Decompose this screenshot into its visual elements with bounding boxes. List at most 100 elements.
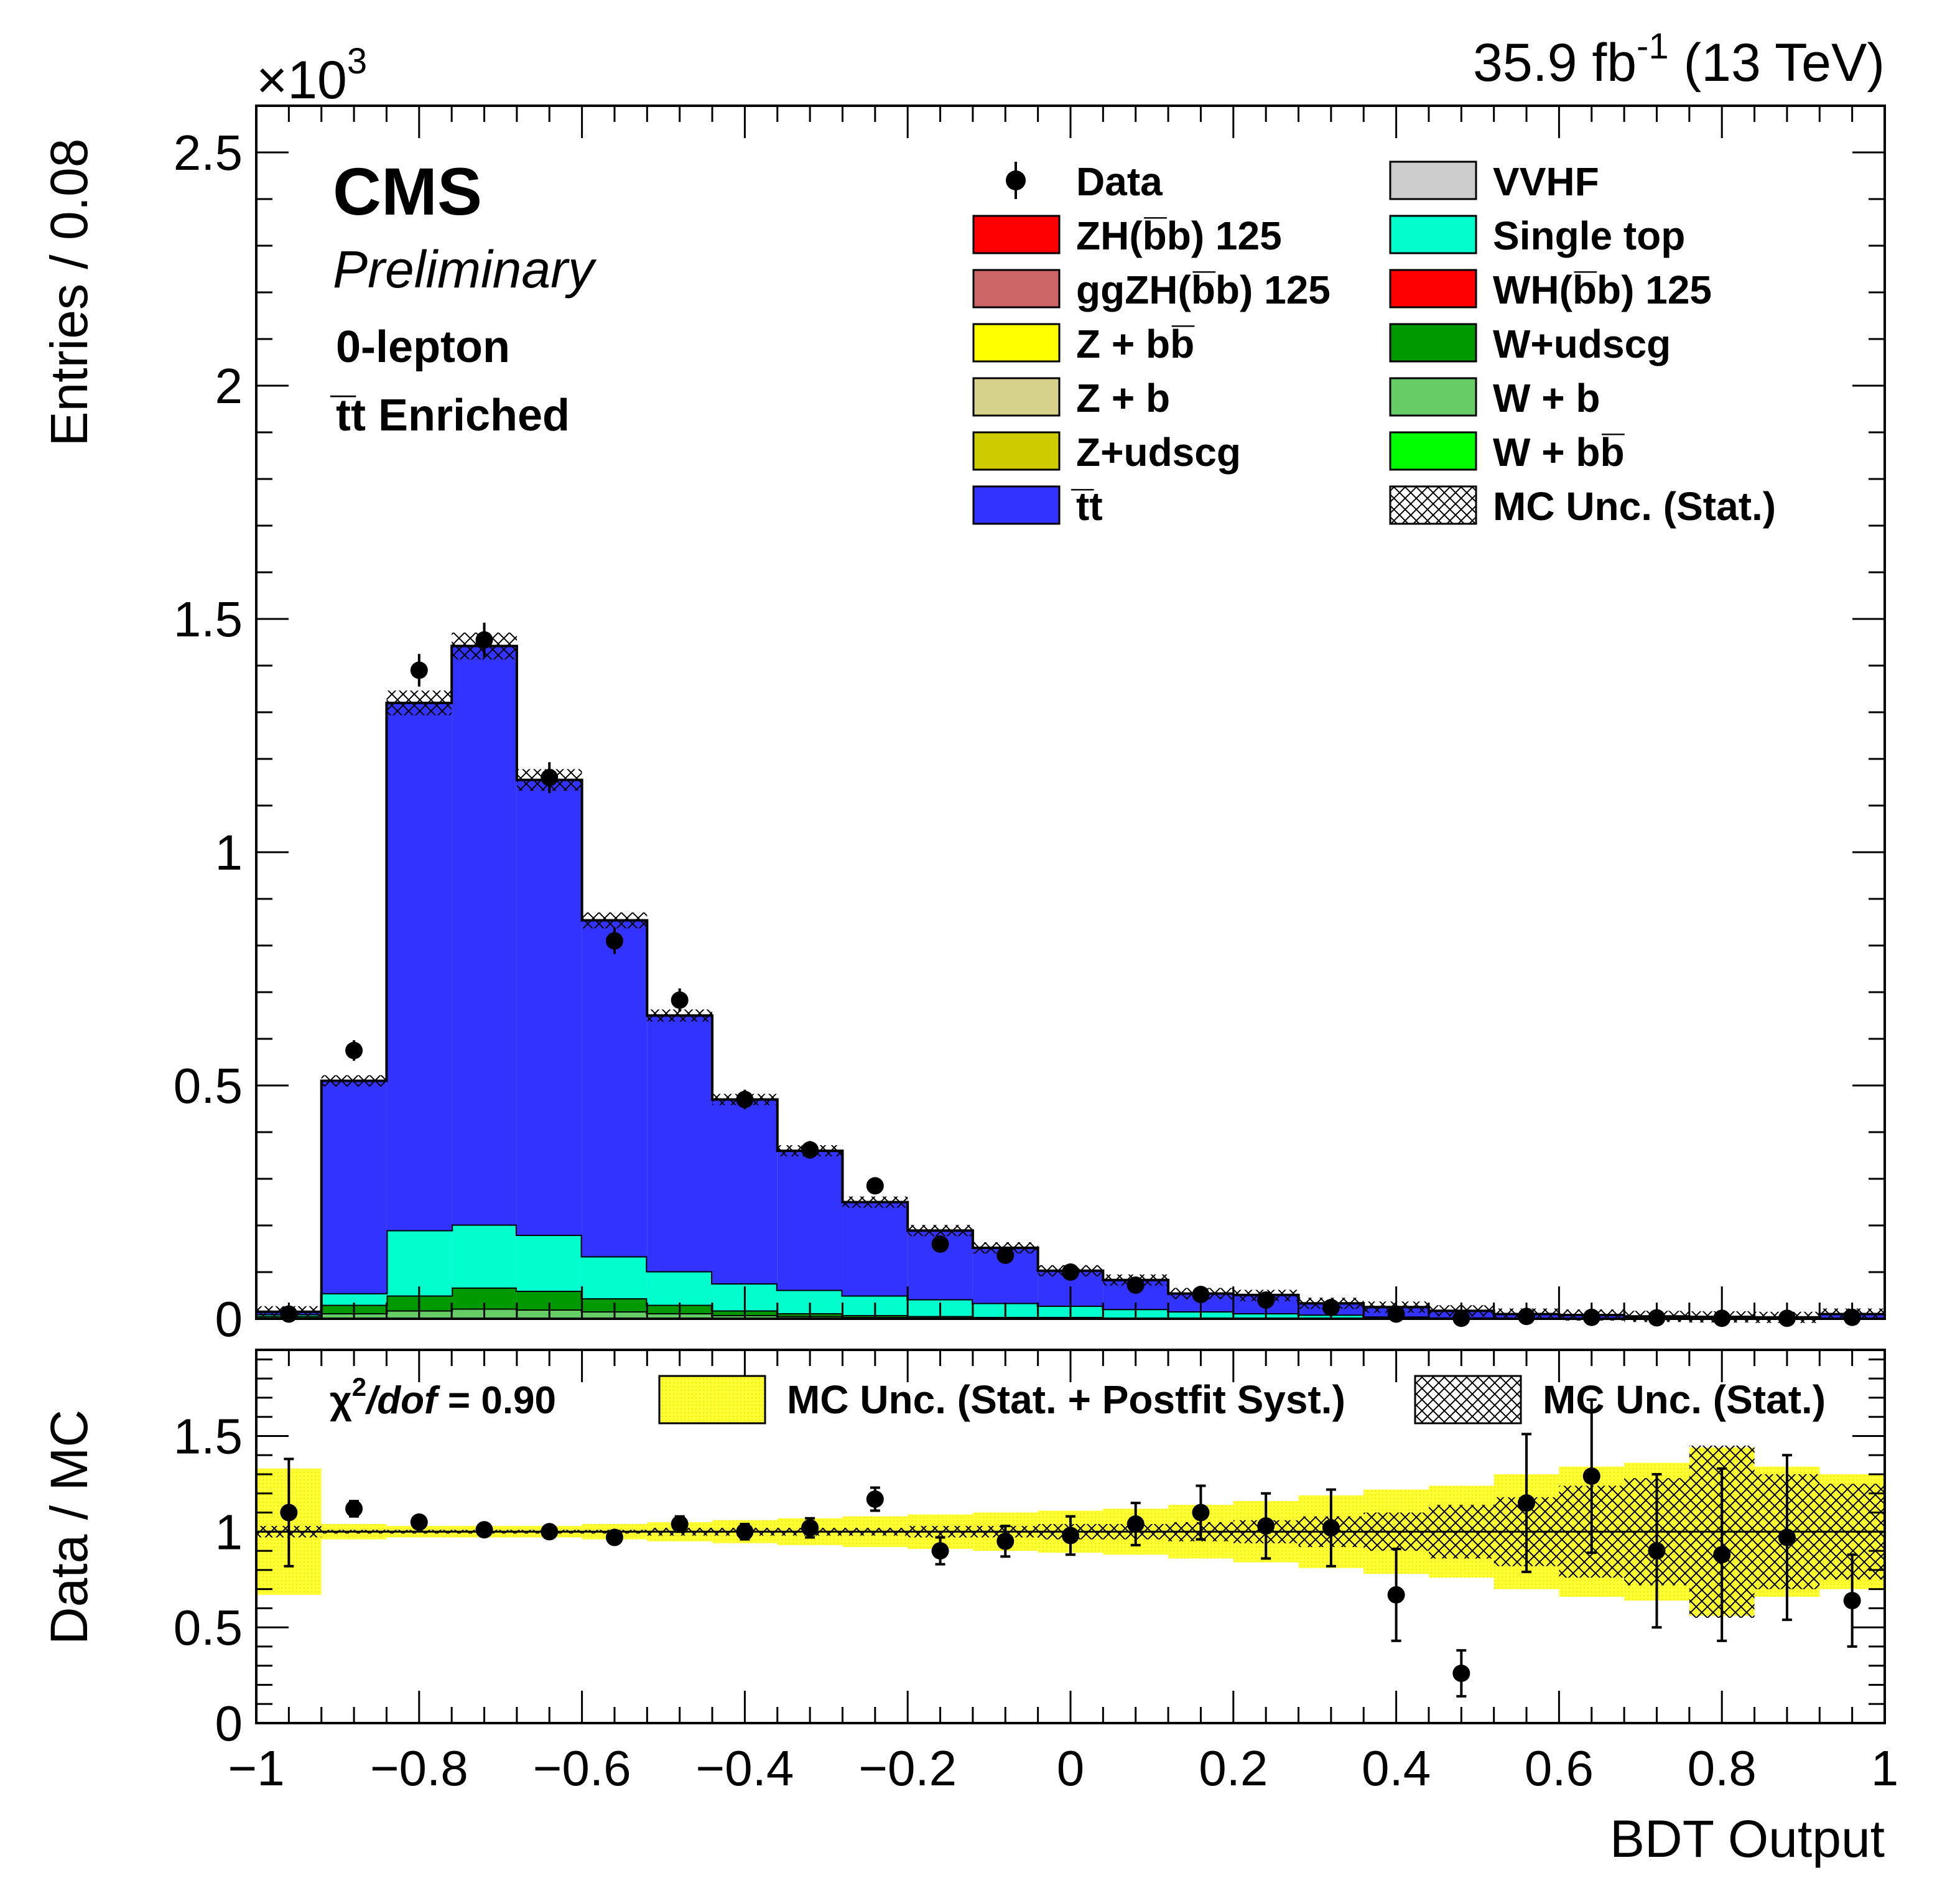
x-tick-label: −0.4 bbox=[695, 1741, 794, 1796]
legend-label: ggZH(b̅b) 125 bbox=[1076, 267, 1331, 312]
legend-label: Z + bb̅ bbox=[1076, 322, 1195, 366]
ratio-point bbox=[1582, 1467, 1600, 1485]
legend-swatch bbox=[972, 269, 1061, 309]
x-tick-label: 0.4 bbox=[1362, 1741, 1431, 1796]
y-tick-label: 2 bbox=[215, 358, 243, 414]
bar bbox=[842, 1202, 908, 1296]
x-tick-label: −0.6 bbox=[533, 1741, 631, 1796]
ratio-point bbox=[736, 1523, 754, 1541]
legend-label: MC Unc. (Stat.) bbox=[1493, 484, 1776, 529]
ratio-point bbox=[1452, 1665, 1470, 1682]
ratio-point bbox=[671, 1515, 689, 1533]
data-point bbox=[541, 769, 559, 786]
ratio-point bbox=[605, 1528, 623, 1546]
data-point bbox=[996, 1247, 1015, 1264]
legend-swatch bbox=[1389, 377, 1477, 417]
ratio-point bbox=[410, 1513, 428, 1531]
mc-stat-hatch bbox=[908, 1225, 973, 1237]
legend-label: ZH(b̅b) 125 bbox=[1076, 213, 1282, 258]
x-tick-label: 1 bbox=[1871, 1741, 1899, 1796]
legend-swatch bbox=[972, 431, 1061, 471]
bar bbox=[516, 779, 582, 1235]
ratio-point bbox=[801, 1519, 819, 1537]
x-axis-title: BDT Output bbox=[1610, 1810, 1885, 1868]
main-stacked-histogram bbox=[256, 644, 1885, 1320]
bar bbox=[647, 1015, 713, 1271]
data-point bbox=[1257, 1291, 1275, 1309]
ratio-point bbox=[1713, 1546, 1731, 1564]
data-point bbox=[736, 1090, 754, 1109]
data-point bbox=[1062, 1263, 1079, 1281]
ratio-point bbox=[475, 1521, 493, 1539]
legend-swatch bbox=[1389, 269, 1477, 309]
ratio-point bbox=[1257, 1517, 1275, 1535]
data-point bbox=[866, 1177, 884, 1195]
region-label: t̅t Enriched bbox=[330, 391, 570, 440]
ratio-data-points bbox=[280, 1398, 1861, 1698]
data-point bbox=[605, 932, 623, 950]
main-axes: 0 0.5 1 1.5 2 2.5 bbox=[174, 105, 1886, 1347]
ratio-legend-swatch bbox=[1414, 1375, 1522, 1425]
ratio-point bbox=[1778, 1528, 1796, 1546]
bar bbox=[321, 1081, 387, 1293]
ratio-point bbox=[996, 1532, 1015, 1550]
bar bbox=[516, 1235, 582, 1291]
legend-label: WH(b̅b) 125 bbox=[1493, 267, 1712, 312]
y-axis-title: Entries / 0.08 bbox=[40, 139, 98, 447]
ratio-point bbox=[1322, 1519, 1340, 1537]
x-tick-label: 0.8 bbox=[1688, 1741, 1757, 1796]
ratio-point bbox=[1387, 1586, 1405, 1604]
ratio-point bbox=[1518, 1494, 1536, 1512]
ratio-point bbox=[541, 1523, 559, 1541]
bar bbox=[777, 1151, 843, 1290]
ratio-legend-swatch bbox=[658, 1375, 766, 1425]
legend-label: t̅t bbox=[1071, 484, 1103, 529]
bar bbox=[321, 1293, 387, 1305]
bar bbox=[647, 1271, 713, 1305]
legend-label: W + b bbox=[1493, 376, 1600, 421]
bar bbox=[582, 1256, 648, 1298]
ratio-point bbox=[1843, 1592, 1861, 1610]
legend-label: Data bbox=[1076, 159, 1163, 204]
ratio-point bbox=[280, 1504, 298, 1522]
legend-label: Z + b bbox=[1076, 376, 1170, 421]
y-tick-label: 1.5 bbox=[174, 1408, 243, 1464]
channel-label: 0-lepton bbox=[336, 322, 510, 372]
ratio-y-axis-title: Data / MC bbox=[40, 1410, 98, 1645]
legend-swatch bbox=[1389, 323, 1477, 363]
legend-swatch bbox=[972, 485, 1061, 525]
legend-swatch bbox=[972, 323, 1061, 363]
luminosity-label: 35.9 fb-1 (13 TeV) bbox=[1473, 26, 1885, 93]
y-tick-label: 1.5 bbox=[174, 592, 243, 647]
data-point bbox=[410, 661, 428, 679]
ratio-legend-label: MC Unc. (Stat. + Postfit Syst.) bbox=[787, 1377, 1345, 1422]
ratio-point bbox=[1192, 1504, 1210, 1522]
data-point bbox=[671, 991, 689, 1009]
mc-stat-hatch bbox=[582, 912, 648, 929]
mc-stat-hatch bbox=[386, 690, 452, 715]
mc-stat-hatch bbox=[321, 1075, 387, 1087]
legend-swatch bbox=[1389, 160, 1477, 200]
chi2-label: χ2/dof = 0.90 bbox=[330, 1372, 556, 1422]
legend-swatch bbox=[972, 377, 1061, 417]
y-tick-label: 2.5 bbox=[174, 125, 243, 180]
y-tick-label: 1 bbox=[215, 825, 243, 880]
legend-swatch-hatch bbox=[1389, 485, 1477, 525]
x-tick-label: −1 bbox=[228, 1741, 284, 1796]
ratio-point bbox=[1126, 1515, 1145, 1533]
x-tick-label: 0 bbox=[1057, 1741, 1085, 1796]
preliminary-label: Preliminary bbox=[333, 240, 597, 299]
data-point bbox=[345, 1041, 363, 1059]
ratio-point bbox=[345, 1500, 363, 1518]
legend-swatch bbox=[1389, 431, 1477, 471]
ratio-point bbox=[931, 1542, 949, 1560]
ratio-axes: 0 0.5 1 1.5 −1 −0.8 −0.6 −0.4 −0.2 0 0.2 0.4 0.6 0.8 1 bbox=[174, 1349, 1899, 1796]
ratio-point bbox=[1648, 1542, 1666, 1560]
y-tick-label: 0.5 bbox=[174, 1058, 243, 1113]
x-tick-label: −0.2 bbox=[858, 1741, 957, 1796]
x-tick-label: −0.8 bbox=[370, 1741, 468, 1796]
data-point bbox=[1192, 1286, 1210, 1303]
ratio-legend-label: MC Unc. (Stat.) bbox=[1543, 1377, 1826, 1422]
y-tick-label: 0 bbox=[215, 1696, 243, 1751]
legend-swatch bbox=[1389, 215, 1477, 254]
